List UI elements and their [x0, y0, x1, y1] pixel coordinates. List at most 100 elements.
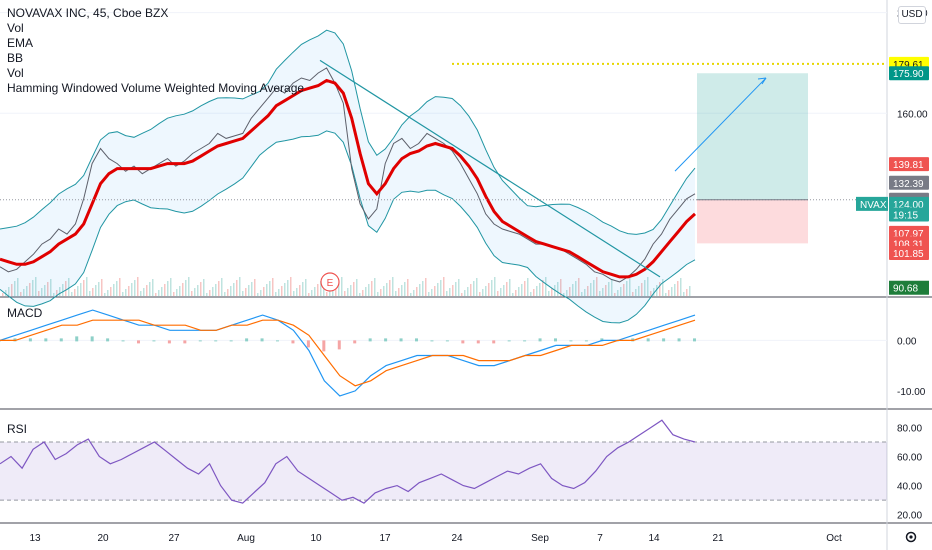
volume-bar	[389, 280, 391, 296]
macd-pane[interactable]	[0, 309, 887, 397]
macd-histogram-bar	[476, 340, 480, 344]
symbol-badge[interactable]	[856, 196, 888, 211]
price-pane[interactable]	[0, 12, 887, 324]
rsi-pane[interactable]	[0, 419, 887, 504]
volume-bar	[668, 290, 670, 296]
volume-bar	[605, 285, 607, 296]
volume-bar	[371, 281, 373, 296]
volume-bar	[242, 291, 244, 296]
volume-bar	[491, 280, 493, 296]
rsi-title[interactable]: RSI	[7, 422, 28, 436]
volume-bar	[440, 280, 442, 296]
volume-bar	[674, 284, 676, 296]
indicator-ema[interactable]: EMA	[7, 36, 34, 50]
volume-bar	[260, 290, 262, 296]
volume-bar	[287, 280, 289, 296]
projection-arrow[interactable]	[674, 77, 767, 172]
macd-histogram-bar	[44, 338, 48, 342]
price-badge-label: 132.39	[893, 179, 924, 190]
volume-bar	[650, 291, 652, 296]
macd-title[interactable]: MACD	[7, 306, 43, 320]
position-target-zone[interactable]	[697, 73, 808, 200]
indicator-bb[interactable]: BB	[7, 51, 24, 65]
volume-bar	[191, 291, 193, 296]
volume-bar	[635, 289, 637, 296]
volume-bar	[461, 293, 463, 296]
volume-bar	[143, 288, 145, 296]
volume-bar	[71, 292, 73, 296]
trendline[interactable]	[319, 59, 661, 278]
price-badge[interactable]	[889, 207, 929, 222]
position-stop-zone[interactable]	[697, 199, 808, 244]
volume-bar	[74, 289, 76, 296]
volume-bar	[275, 292, 277, 296]
volume-bar	[539, 283, 541, 296]
macd-histogram-bar	[90, 336, 94, 342]
symbol-title[interactable]: NOVAVAX INC, 45, Cboe BZX	[7, 6, 169, 20]
volume-bar	[524, 281, 526, 296]
volume-bar	[644, 280, 646, 296]
indicator-vol-2[interactable]: Vol	[7, 66, 24, 80]
volume-bar	[182, 283, 184, 296]
volume-bar	[218, 281, 220, 296]
indicator-hamming-vwma[interactable]: Hamming Windowed Volume Weighted Moving …	[7, 81, 305, 95]
volume-bar	[587, 286, 589, 296]
volume-bar	[419, 284, 421, 296]
price-badge-label: 107.97	[893, 229, 924, 240]
macd-histogram-bar	[198, 340, 202, 342]
volume-bar	[614, 293, 616, 296]
volume-bar	[197, 285, 199, 296]
macd-histogram-bar	[399, 338, 403, 342]
gear-icon[interactable]	[904, 530, 918, 544]
volume-bar	[602, 288, 604, 296]
price-badge-label: 175.90	[893, 69, 924, 80]
macd-histogram-bar	[353, 340, 357, 344]
volume-bar	[641, 283, 643, 296]
macd-histogram-bar	[384, 338, 388, 342]
price-close-line	[0, 67, 696, 283]
bollinger-lower-line	[0, 130, 696, 324]
indicator-vol[interactable]: Vol	[7, 21, 24, 35]
volume-bar	[458, 279, 460, 296]
volume-bar	[248, 285, 250, 296]
time-axis-tick: 20	[97, 533, 109, 544]
volume-bar	[428, 292, 430, 296]
price-badge[interactable]	[889, 225, 929, 240]
price-badge[interactable]	[889, 157, 929, 172]
macd-line	[0, 309, 696, 397]
price-badge[interactable]	[889, 280, 929, 295]
volume-bar	[173, 292, 175, 296]
currency-button[interactable]: USD	[898, 6, 926, 24]
volume-bar	[116, 281, 118, 296]
volume-bar	[629, 278, 631, 296]
volume-bar	[473, 281, 475, 296]
volume-bar	[380, 289, 382, 296]
volume-bar	[158, 290, 160, 296]
volume-bar	[647, 277, 649, 296]
volume-bar	[518, 287, 520, 296]
volume-bar	[26, 286, 28, 296]
volume-bar	[344, 291, 346, 296]
volume-bar	[29, 283, 31, 296]
earnings-marker-label: E	[327, 278, 334, 289]
macd-histogram-bar	[245, 338, 249, 342]
price-badge[interactable]	[889, 245, 929, 260]
volume-bar	[224, 292, 226, 296]
volume-bar	[131, 283, 133, 296]
volume-bar	[437, 283, 439, 296]
volume-bar	[341, 277, 343, 296]
macd-histogram-bar	[306, 340, 310, 348]
macd-axis-tick: -10.00	[897, 387, 926, 398]
price-badge[interactable]	[889, 175, 929, 190]
volume-bar	[377, 292, 379, 296]
time-axis-tick: Sep	[531, 533, 549, 544]
earnings-marker[interactable]: E	[320, 272, 340, 292]
volume-bar	[413, 290, 415, 296]
macd-axis-tick: 0.00	[897, 336, 917, 347]
price-badge[interactable]	[889, 66, 929, 81]
price-badge[interactable]	[889, 196, 929, 211]
volume-bar	[272, 278, 274, 296]
volume-bar	[62, 284, 64, 296]
volume-bar	[521, 284, 523, 296]
